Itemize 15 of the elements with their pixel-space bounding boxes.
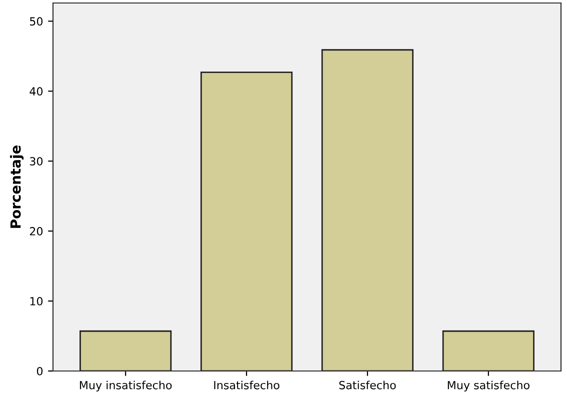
- bar: [80, 330, 172, 371]
- x-tick-label: Satisfecho: [339, 380, 396, 390]
- y-tick-label: 40: [30, 87, 43, 96]
- y-tick-label: 20: [30, 227, 43, 236]
- bar: [442, 330, 534, 371]
- y-tick-label: 30: [30, 157, 43, 166]
- x-tick-label: Muy satisfecho: [448, 380, 530, 392]
- y-tick-label: 50: [30, 17, 43, 26]
- y-tick-label: 10: [30, 297, 43, 306]
- y-tick-label: 0: [36, 366, 43, 376]
- bar: [200, 72, 293, 371]
- x-tick-label: Insatisfecho: [214, 380, 280, 390]
- y-axis-title: Porcentaje: [10, 146, 24, 228]
- x-tick-label: Muy insatisfecho: [80, 380, 172, 392]
- bar: [321, 49, 414, 371]
